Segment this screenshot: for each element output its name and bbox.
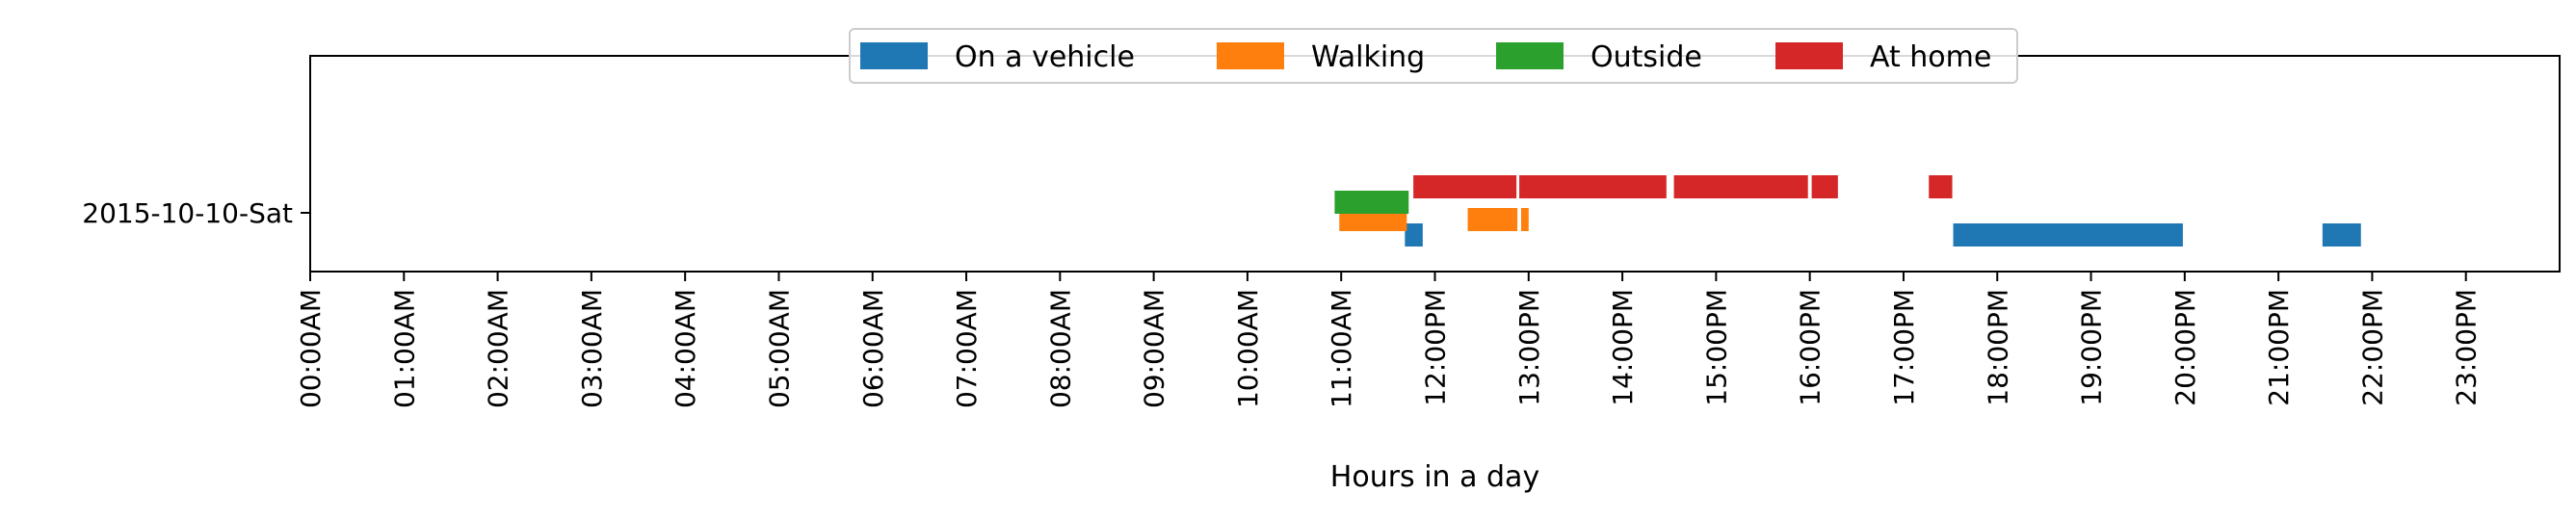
axes-layer: 2015-10-10-Sat 00:00AM 01:00AM 02:00AM 03:00…	[82, 55, 2561, 494]
x-tick-label: 12:00PM	[1420, 289, 1452, 406]
x-tick-label: 08:00AM	[1044, 289, 1076, 408]
x-tick-label: 13:00PM	[1513, 289, 1545, 406]
x-tick-label: 14:00PM	[1607, 289, 1639, 406]
bar-at-home-4	[1929, 175, 1953, 198]
legend-swatch-on-a-vehicle	[860, 42, 928, 69]
x-tick-label: 04:00AM	[670, 289, 701, 408]
x-tick-label: 01:00AM	[388, 289, 420, 408]
x-tick-label: 20:00PM	[2169, 289, 2201, 406]
y-tick-label: 2015-10-10-Sat	[82, 197, 293, 229]
bar-at-home-1	[1519, 175, 1667, 198]
bar-on-a-vehicle-2	[2322, 223, 2361, 247]
x-tick-label: 05:00AM	[763, 289, 795, 408]
x-tick-label: 06:00AM	[857, 289, 889, 408]
legend: On a vehicle Walking Outside At home	[849, 28, 2018, 84]
legend-label-walking: Walking	[1311, 40, 1425, 74]
bars-layer	[1334, 175, 2361, 247]
x-tick-label: 10:00AM	[1232, 289, 1264, 408]
x-tick-label: 09:00AM	[1139, 289, 1170, 408]
x-axis-label: Hours in a day	[1330, 460, 1539, 494]
x-tick-label: 21:00PM	[2263, 289, 2295, 406]
x-tick-label: 15:00PM	[1700, 289, 1732, 406]
x-tick-label: 03:00AM	[576, 289, 608, 408]
x-tick-label: 17:00PM	[1888, 289, 1920, 406]
bar-at-home-0	[1413, 175, 1517, 198]
x-tick-label: 07:00AM	[951, 289, 983, 408]
x-tick-label: 00:00AM	[295, 289, 327, 408]
x-tick-label: 18:00PM	[1982, 289, 2013, 406]
x-tick-label: 02:00AM	[483, 289, 514, 408]
plot-frame	[309, 55, 2561, 273]
legend-swatch-walking	[1217, 42, 1284, 69]
bar-outside-0	[1334, 191, 1409, 214]
x-tick-label: 22:00PM	[2356, 289, 2388, 406]
bar-at-home-2	[1673, 175, 1808, 198]
bar-at-home-3	[1811, 175, 1838, 198]
bar-on-a-vehicle-0	[1405, 223, 1423, 247]
x-tick-label: 16:00PM	[1795, 289, 1827, 406]
x-tick-label: 23:00PM	[2451, 289, 2483, 406]
bar-walking-1	[1467, 208, 1518, 231]
legend-box	[849, 28, 2018, 84]
x-tick-label: 19:00PM	[2076, 289, 2108, 406]
x-tick-label: 11:00AM	[1326, 289, 1357, 408]
legend-swatch-outside	[1496, 42, 1564, 69]
legend-label-outside: Outside	[1590, 40, 1702, 74]
legend-swatch-at-home	[1775, 42, 1843, 69]
legend-label-on-a-vehicle: On a vehicle	[955, 40, 1135, 74]
bar-walking-2	[1521, 208, 1529, 231]
bar-on-a-vehicle-1	[1953, 223, 2183, 247]
legend-label-at-home: At home	[1870, 40, 1991, 74]
